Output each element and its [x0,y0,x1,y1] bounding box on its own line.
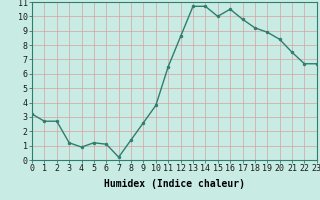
X-axis label: Humidex (Indice chaleur): Humidex (Indice chaleur) [104,179,245,189]
